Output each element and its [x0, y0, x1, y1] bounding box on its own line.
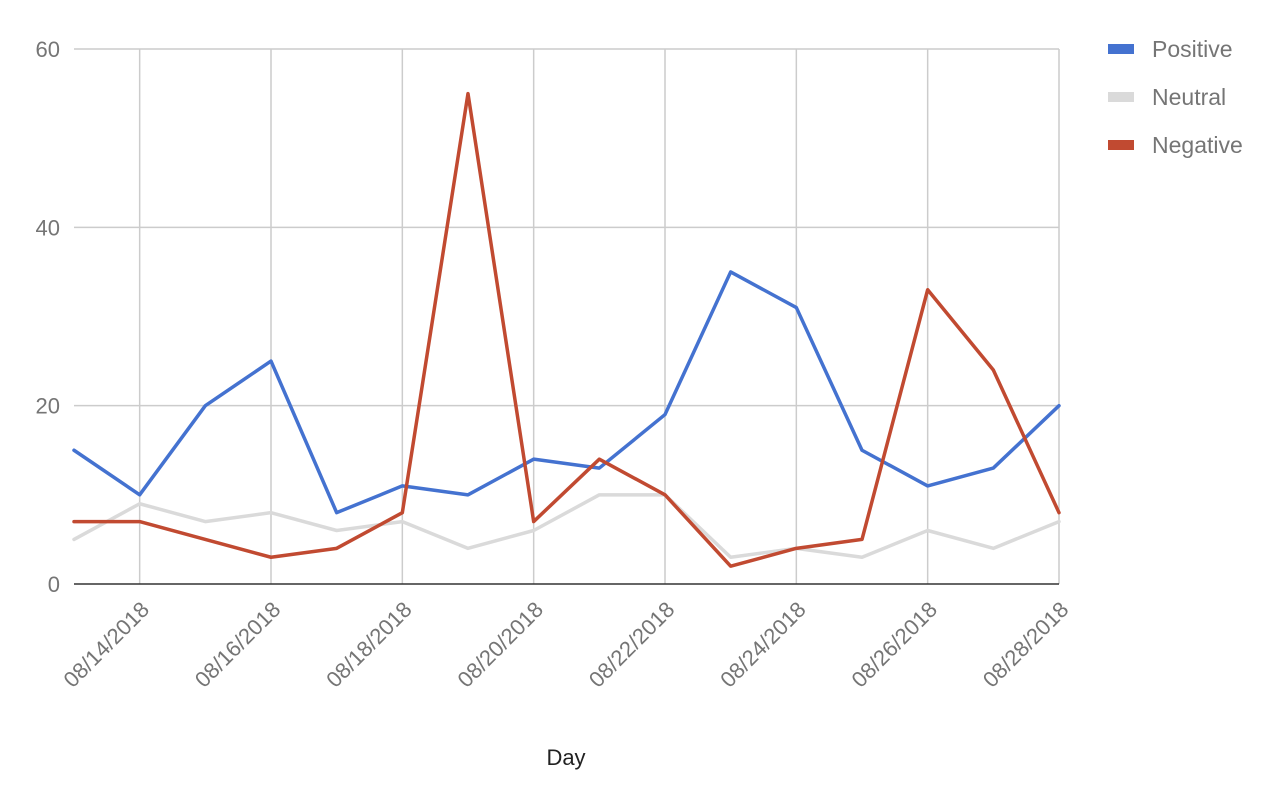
gridlines: [74, 48, 1060, 584]
x-axis: 08/14/2018 08/16/2018 08/18/2018 08/20/2018…: [59, 583, 1074, 693]
x-tick-label: 08/22/2018: [584, 597, 680, 693]
series-line-positive: [72, 270, 1061, 515]
x-tick-label: 08/14/2018: [59, 597, 155, 693]
x-tick-label: 08/28/2018: [978, 597, 1074, 693]
x-tick-label: 08/16/2018: [190, 597, 286, 693]
x-tick-label: 08/18/2018: [321, 597, 417, 693]
legend-swatch-positive: [1108, 44, 1134, 54]
x-tick-label: 08/24/2018: [715, 597, 811, 693]
series-line-negative: [72, 91, 1061, 568]
legend-label-positive: Positive: [1152, 36, 1233, 62]
legend-label-negative: Negative: [1152, 132, 1243, 158]
legend-swatch-neutral: [1108, 92, 1134, 102]
x-tick-label: 08/20/2018: [453, 597, 549, 693]
y-tick-label: 0: [48, 572, 60, 597]
x-axis-title: Day: [546, 745, 585, 770]
legend-swatch-negative: [1108, 140, 1134, 150]
legend: Positive Neutral Negative: [1108, 36, 1243, 158]
y-tick-label: 40: [36, 215, 60, 240]
series-line-neutral: [72, 493, 1061, 559]
x-tick-label: 08/26/2018: [847, 597, 943, 693]
legend-label-neutral: Neutral: [1152, 84, 1226, 110]
y-axis: 0 20 40 60: [36, 37, 60, 597]
y-tick-label: 20: [36, 394, 60, 419]
y-tick-label: 60: [36, 37, 60, 62]
series-lines: [72, 91, 1061, 568]
